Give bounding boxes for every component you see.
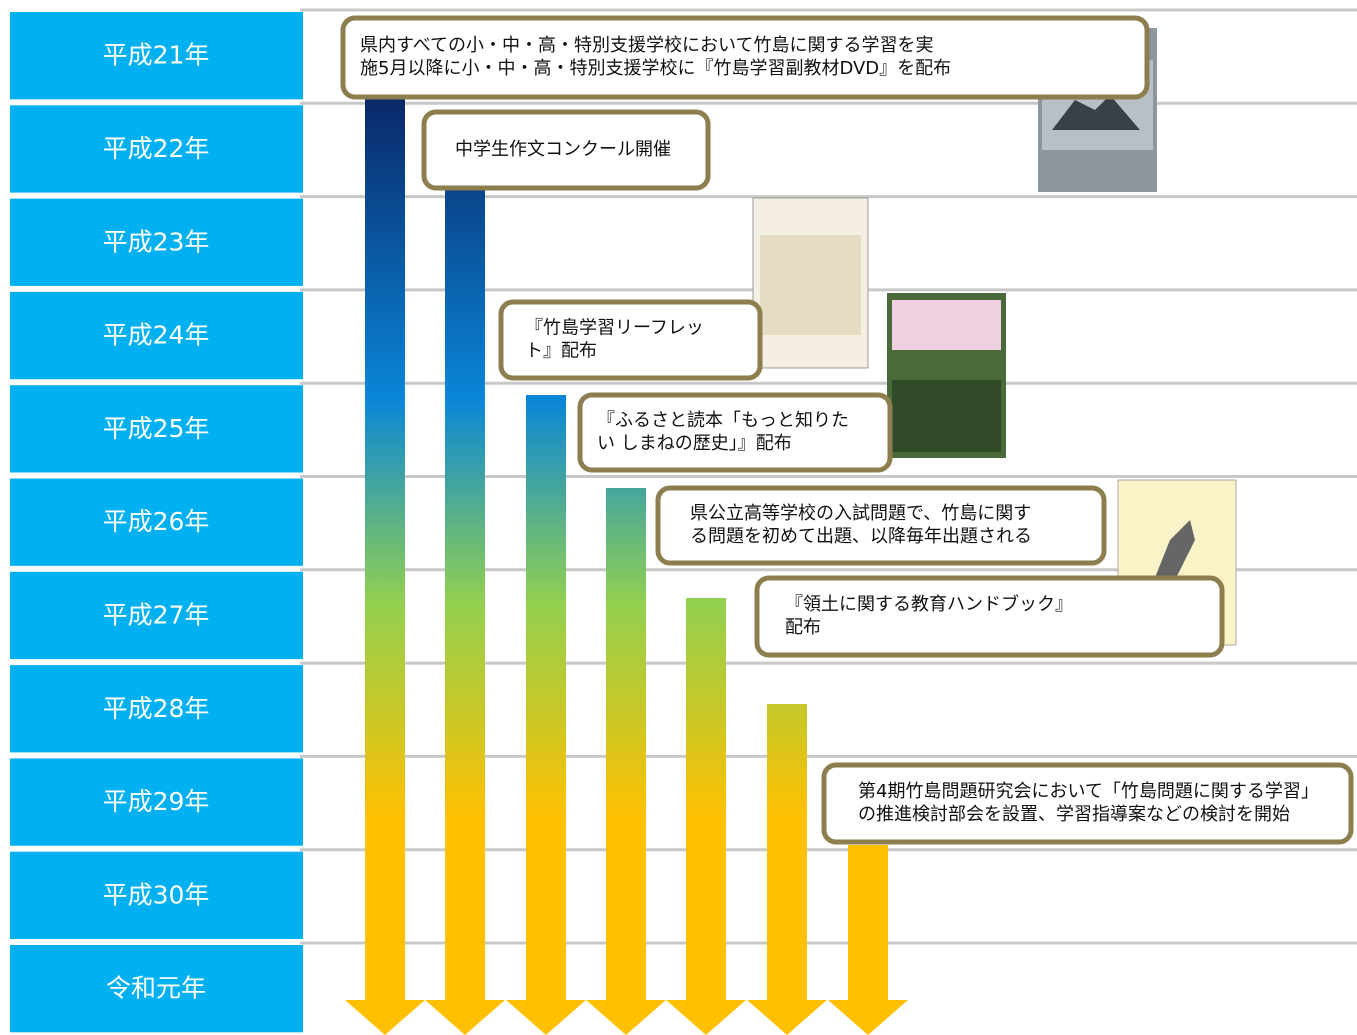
event-box (655, 485, 1107, 566)
event-text: 『ふるさと読本「もっと知りた (597, 410, 849, 431)
year-label: 平成24年 (103, 321, 210, 350)
year-box (10, 12, 303, 100)
year-label: 平成25年 (103, 414, 210, 443)
arrow (586, 488, 666, 1035)
event-text: 施5月以降に小・中・高・特別支援学校に『竹島学習副教材DVD』を配布 (360, 58, 951, 79)
event-text: 県公立高等学校の入試問題で、竹島に関す (690, 503, 1031, 524)
year-box (10, 105, 303, 193)
year-label: 平成26年 (103, 507, 210, 536)
year-label: 平成28年 (103, 694, 210, 723)
year-label: 令和元年 (106, 974, 206, 1003)
event-box (754, 575, 1225, 658)
year-box (10, 571, 303, 660)
year-label: 平成27年 (103, 600, 210, 629)
event-text: 配布 (785, 617, 821, 638)
arrow (666, 598, 746, 1035)
year-label: 平成29年 (103, 787, 210, 816)
event-text: 第4期竹島問題研究会において「竹島問題に関する学習」 (858, 781, 1319, 802)
event-box (821, 762, 1354, 845)
event-text: 県内すべての小・中・高・特別支援学校において竹島に関する学習を実 (360, 35, 933, 56)
year-box (10, 385, 303, 473)
event-text: る問題を初めて出題、以降毎年出題される (690, 526, 1032, 547)
year-label: 平成22年 (103, 134, 210, 163)
year-label: 平成23年 (103, 227, 210, 256)
event-box (421, 109, 711, 191)
event-box (577, 392, 893, 473)
year-box (10, 198, 303, 286)
year-box (10, 478, 303, 566)
year-label: 平成21年 (103, 41, 210, 70)
event-text: 『竹島学習リーフレッ (525, 318, 704, 339)
event-box (340, 15, 1150, 100)
year-label: 平成30年 (103, 880, 210, 909)
arrow (506, 395, 586, 1035)
arrow (345, 95, 425, 1035)
event-text: い しまねの歴史」』配布 (597, 433, 792, 454)
year-box (10, 758, 303, 846)
year-box (10, 945, 303, 1033)
event-box (498, 299, 763, 381)
event-text: 『領土に関する教育ハンドブック』 (785, 593, 1073, 615)
leaflet-image (752, 197, 869, 369)
event-text: の推進検討部会を設置、学習指導案などの検討を開始 (858, 804, 1290, 825)
year-box (10, 851, 303, 939)
arrow (747, 704, 827, 1035)
year-box (10, 665, 303, 753)
event-text: ト』配布 (525, 341, 597, 362)
event-text: 中学生作文コンクール開催 (455, 139, 671, 160)
year-box (10, 291, 303, 380)
book-image (887, 293, 1006, 458)
arrow (425, 190, 505, 1035)
arrow (828, 845, 908, 1035)
